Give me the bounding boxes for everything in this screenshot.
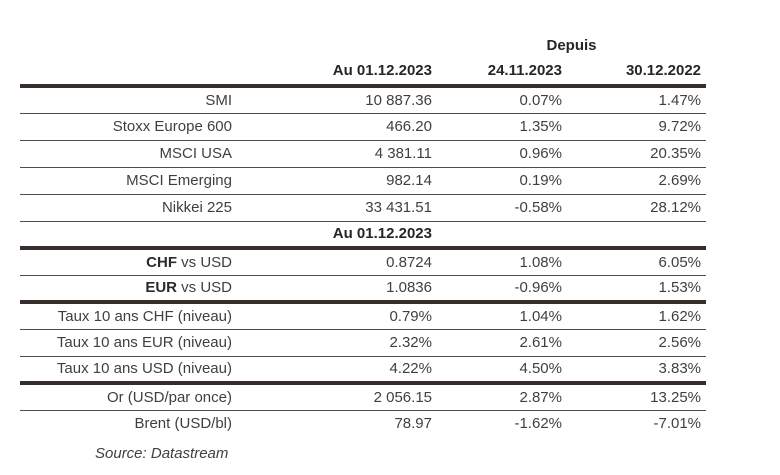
- row-nikkei-225: Nikkei 225 33 431.51 -0.58% 28.12%: [20, 194, 707, 222]
- column-header-since-prev-week: 24.11.2023: [437, 57, 567, 88]
- value-since-year-start: 1.47%: [567, 86, 707, 114]
- column-header-since-year-start: 30.12.2022: [567, 57, 707, 88]
- value-since-year-start: -7.01%: [653, 415, 702, 433]
- market-report-page: Depuis Au 01.12.2023 24.11.2023 30.12.20…: [20, 33, 707, 462]
- row-label: Nikkei 225: [20, 194, 252, 222]
- value-since-prev-week: 1.08%: [437, 248, 567, 276]
- value-since-prev-week: 4.50%: [437, 356, 567, 385]
- value-level: 466.20: [252, 113, 437, 141]
- value-since-year-start: 2.69%: [567, 167, 707, 195]
- row-or-gold: Or (USD/par once) 2 056.15 2.87% 13.25%: [20, 383, 707, 411]
- value-level: 1.0836: [252, 275, 437, 304]
- value-since-prev-week: 0.19%: [437, 167, 567, 195]
- value-since-prev-week: 2.61%: [437, 329, 567, 357]
- row-eur-vs-usd: EUR vs USD 1.0836 -0.96% 1.53%: [20, 275, 707, 304]
- value-level: 0.8724: [252, 248, 437, 276]
- row-label: Brent (USD/bl): [134, 415, 232, 433]
- value-since-year-start: 13.25%: [567, 383, 707, 411]
- value-since-prev-week: 2.87%: [437, 383, 567, 411]
- value-since-prev-week: -1.62%: [514, 415, 562, 433]
- value-level: 0.79%: [252, 302, 437, 330]
- currency-code: CHF: [146, 253, 177, 271]
- value-since-prev-week: -0.96%: [437, 275, 567, 304]
- row-label: Taux 10 ans EUR (niveau): [20, 329, 252, 357]
- value-since-prev-week: 0.07%: [437, 86, 567, 114]
- row-chf-vs-usd: CHF vs USD 0.8724 1.08% 6.05%: [20, 248, 707, 276]
- row-label: CHF vs USD: [20, 248, 252, 276]
- row-smi: SMI 10 887.36 0.07% 1.47%: [20, 86, 707, 114]
- value-since-prev-week: 1.04%: [437, 302, 567, 330]
- depuis-header-row: Depuis: [20, 33, 706, 57]
- row-label: Or (USD/par once): [20, 383, 252, 411]
- row-label: EUR vs USD: [20, 275, 252, 304]
- row-stoxx-europe-600: Stoxx Europe 600 466.20 1.35% 9.72%: [20, 113, 707, 141]
- row-label: Taux 10 ans CHF (niveau): [20, 302, 252, 330]
- value-level: 4 381.11: [252, 140, 437, 168]
- subheader-au: Au 01.12.2023: [252, 221, 437, 250]
- row-brent: Brent (USD/bl) 78.97 -1.62% -7.01%: [20, 410, 706, 437]
- market-data-table: Depuis Au 01.12.2023 24.11.2023 30.12.20…: [20, 33, 707, 437]
- row-taux-10-ans-chf: Taux 10 ans CHF (niveau) 0.79% 1.04% 1.6…: [20, 302, 707, 330]
- value-level: 4.22%: [252, 356, 437, 385]
- row-msci-usa: MSCI USA 4 381.11 0.96% 20.35%: [20, 140, 707, 168]
- source-note: Source: Datastream: [95, 445, 229, 462]
- value-since-prev-week: 0.96%: [437, 140, 567, 168]
- column-header-row: Au 01.12.2023 24.11.2023 30.12.2022: [20, 57, 707, 88]
- value-level: 78.97: [394, 415, 432, 433]
- row-taux-10-ans-usd: Taux 10 ans USD (niveau) 4.22% 4.50% 3.8…: [20, 356, 707, 385]
- currency-code: EUR: [145, 279, 177, 297]
- row-taux-10-ans-eur: Taux 10 ans EUR (niveau) 2.32% 2.61% 2.5…: [20, 329, 707, 357]
- value-since-year-start: 2.56%: [567, 329, 707, 357]
- label-suffix: vs USD: [176, 253, 232, 271]
- depuis-header: Depuis: [546, 36, 597, 54]
- row-label: MSCI Emerging: [20, 167, 252, 195]
- value-since-prev-week: 1.35%: [437, 113, 567, 141]
- subheader-row: Au 01.12.2023: [20, 221, 707, 250]
- value-since-year-start: 3.83%: [567, 356, 707, 385]
- row-label: Stoxx Europe 600: [20, 113, 252, 141]
- column-header-au: Au 01.12.2023: [252, 57, 437, 88]
- row-label: Taux 10 ans USD (niveau): [20, 356, 252, 385]
- row-msci-emerging: MSCI Emerging 982.14 0.19% 2.69%: [20, 167, 707, 195]
- value-level: 982.14: [252, 167, 437, 195]
- value-since-year-start: 20.35%: [567, 140, 707, 168]
- value-since-prev-week: -0.58%: [437, 194, 567, 222]
- value-since-year-start: 9.72%: [567, 113, 707, 141]
- value-level: 33 431.51: [252, 194, 437, 222]
- value-since-year-start: 28.12%: [567, 194, 707, 222]
- row-label: SMI: [20, 86, 252, 114]
- row-label: MSCI USA: [20, 140, 252, 168]
- value-since-year-start: 1.62%: [567, 302, 707, 330]
- value-since-year-start: 6.05%: [567, 248, 707, 276]
- value-level: 2 056.15: [252, 383, 437, 411]
- value-level: 2.32%: [252, 329, 437, 357]
- label-suffix: vs USD: [176, 279, 232, 297]
- value-since-year-start: 1.53%: [567, 275, 707, 304]
- value-level: 10 887.36: [252, 86, 437, 114]
